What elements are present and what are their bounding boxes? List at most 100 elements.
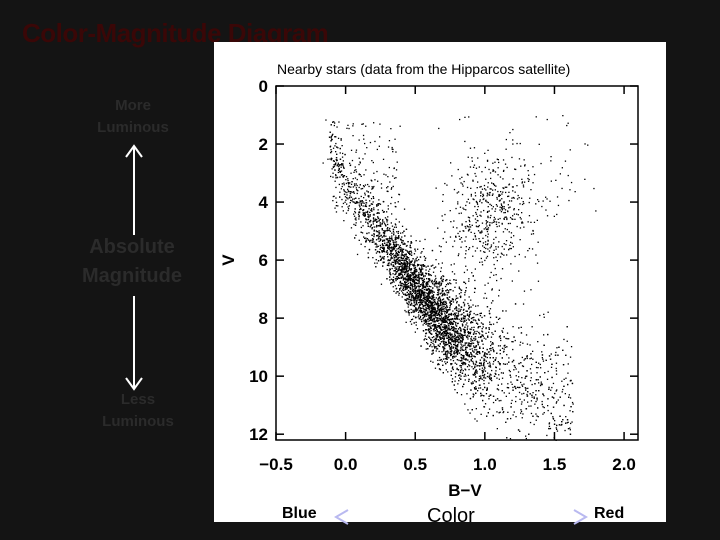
star-point (432, 340, 434, 342)
star-point (394, 267, 396, 269)
star-point (370, 224, 372, 227)
star-point (360, 208, 362, 210)
star-point (411, 279, 413, 282)
star-point (386, 242, 388, 244)
star-point (427, 281, 429, 283)
star-point (504, 346, 506, 348)
star-point (438, 368, 441, 370)
star-point (400, 287, 402, 289)
star-point (431, 302, 433, 304)
star-point (527, 387, 529, 389)
star-point (484, 292, 486, 295)
star-point (506, 228, 508, 231)
star-point (551, 396, 554, 398)
star-point (422, 324, 424, 326)
star-point (410, 242, 412, 244)
star-point (422, 305, 424, 307)
star-point (501, 207, 503, 209)
star-point (470, 317, 473, 320)
star-point (417, 276, 419, 278)
star-point (472, 373, 474, 376)
star-point (476, 247, 478, 249)
star-point (414, 289, 417, 292)
star-point (481, 367, 484, 369)
star-point (473, 351, 475, 353)
star-point (454, 317, 456, 319)
star-point (527, 221, 529, 223)
star-point (398, 256, 400, 259)
star-point (438, 350, 440, 353)
star-point (483, 209, 485, 212)
star-point (456, 353, 459, 355)
star-point (330, 159, 332, 161)
star-point (426, 303, 429, 306)
star-point (500, 399, 502, 402)
star-point (439, 327, 441, 329)
star-point (385, 230, 387, 232)
star-point (432, 320, 434, 322)
star-point (370, 224, 372, 226)
star-point (391, 238, 393, 240)
star-point (460, 237, 463, 239)
star-point (483, 337, 485, 339)
star-point (457, 341, 459, 343)
star-point (442, 358, 445, 360)
star-point (415, 324, 417, 326)
star-point (403, 293, 405, 295)
star-point (419, 285, 421, 287)
star-point (433, 317, 435, 319)
star-point (521, 203, 524, 206)
star-point (414, 298, 416, 300)
star-point (452, 368, 454, 371)
star-point (467, 334, 469, 336)
star-point (460, 318, 463, 320)
star-point (391, 281, 393, 284)
star-point (515, 400, 517, 403)
star-point (442, 320, 444, 322)
star-point (357, 202, 359, 204)
star-point (438, 327, 440, 329)
star-point (457, 310, 459, 312)
star-point (474, 279, 476, 282)
star-point (373, 219, 375, 221)
star-point (352, 198, 354, 200)
star-point (572, 403, 574, 405)
star-point (420, 290, 422, 293)
star-point (456, 332, 458, 334)
star-point (420, 307, 422, 310)
star-point (455, 346, 457, 348)
star-point (468, 354, 470, 356)
star-point (398, 247, 400, 249)
star-point (423, 288, 425, 291)
star-point (388, 253, 391, 256)
star-point (347, 190, 349, 192)
star-point (375, 242, 377, 245)
star-point (413, 302, 415, 304)
star-point (378, 220, 380, 222)
star-point (410, 283, 412, 285)
star-point (501, 383, 503, 385)
star-point (396, 291, 398, 293)
star-point (421, 303, 423, 306)
star-point (397, 232, 399, 234)
star-point (416, 299, 418, 301)
star-point (426, 295, 429, 297)
star-point (511, 383, 513, 385)
star-point (465, 335, 468, 337)
star-point (447, 332, 449, 334)
star-point (405, 275, 408, 278)
star-point (439, 343, 441, 345)
star-point (508, 248, 510, 251)
star-point (407, 276, 409, 278)
star-point (472, 339, 474, 342)
star-point (491, 379, 493, 382)
star-point (432, 361, 434, 363)
star-point (538, 382, 540, 384)
star-point (413, 301, 415, 303)
star-point (390, 258, 392, 260)
star-point (514, 218, 516, 220)
star-point (359, 202, 361, 204)
star-point (404, 279, 407, 281)
star-point (389, 279, 391, 281)
star-point (428, 309, 430, 311)
